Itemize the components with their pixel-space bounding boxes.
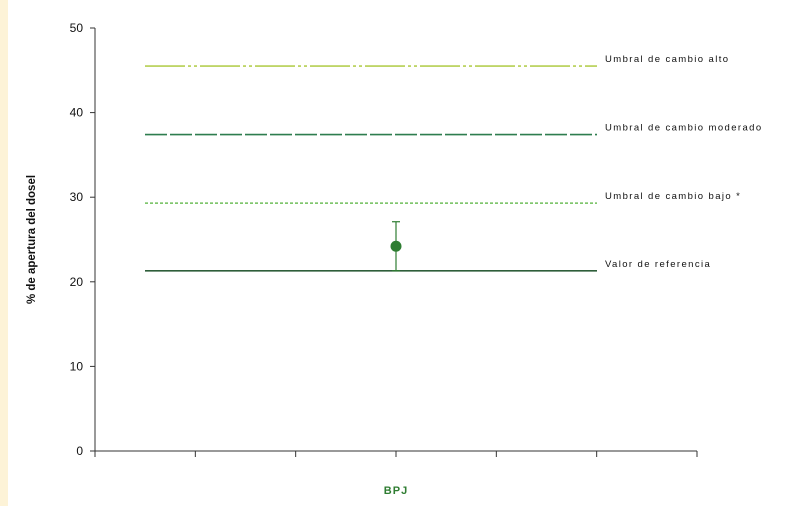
reference-line-label: Valor de referencia: [605, 259, 711, 270]
y-tick-label: 10: [70, 359, 84, 373]
y-axis-title: % de apertura del dosel: [26, 175, 38, 304]
y-tick-label: 0: [76, 444, 83, 458]
y-tick-label: 30: [70, 190, 84, 204]
axes: 0 10 20 30 40 50: [70, 21, 698, 458]
y-tick-label: 50: [70, 21, 84, 35]
reference-line-label: Umbral de cambio moderado: [605, 123, 763, 134]
y-tick-label: 40: [70, 106, 84, 120]
reference-lines: Umbral de cambio alto Umbral de cambio mo…: [145, 54, 763, 272]
y-ticks: 0 10 20 30 40 50: [70, 21, 95, 458]
x-axis-title: BPJ: [384, 485, 408, 497]
reference-line-label: Umbral de cambio bajo *: [605, 191, 741, 202]
data-points: [390, 221, 402, 272]
data-point: [390, 240, 402, 252]
y-tick-label: 20: [70, 275, 84, 289]
reference-line-label: Umbral de cambio alto: [605, 54, 729, 65]
x-ticks: [94, 451, 698, 457]
chart-frame: [8, 0, 799, 506]
